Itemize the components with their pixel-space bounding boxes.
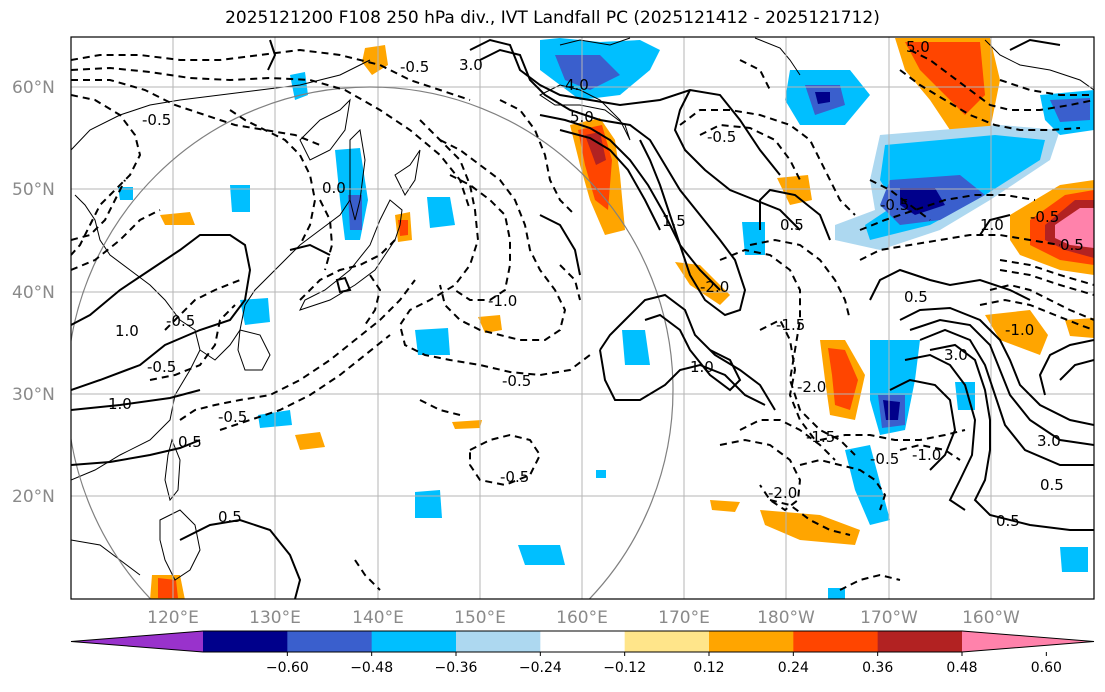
colorbar: −0.60 −0.48 −0.36 −0.24 −0.12 0.12 0.24 0.36 0.4… (70, 630, 1095, 676)
positive-contour-layer (71, 38, 1094, 599)
contour-label: 0.5 (218, 508, 242, 526)
lon-label: 180°W (757, 608, 815, 628)
graticule (71, 37, 1094, 599)
contour-label: 1.5 (662, 212, 686, 230)
lon-label: 140°E (352, 608, 404, 628)
lon-label: 150°E (454, 608, 506, 628)
lat-label: 20°N (12, 487, 55, 507)
contour-label: 0.5 (996, 512, 1020, 530)
lon-label: 170°W (860, 608, 918, 628)
lon-label: 160°E (556, 608, 608, 628)
contour-label: -1.0 (912, 446, 941, 464)
coastline-layer (71, 37, 1094, 581)
contour-label: -0.5 (500, 468, 529, 486)
contour-label: 1.0 (115, 322, 139, 340)
latitude-labels: 60°N 50°N 40°N 30°N 20°N (12, 78, 55, 507)
contour-label: 1.0 (690, 358, 714, 376)
contour-label: 0.5 (1040, 476, 1064, 494)
lat-label: 40°N (12, 283, 55, 303)
divergence-fill-layer (118, 38, 1094, 599)
colorbar-tick-label: 0.60 (1031, 660, 1062, 676)
colorbar-tick-label: −0.24 (519, 660, 562, 676)
colorbar-left-extension (71, 631, 203, 652)
colorbar-segment (709, 631, 794, 652)
contour-label: -0.5 (166, 312, 195, 330)
lon-label: 160°W (962, 608, 1020, 628)
colorbar-segment (203, 631, 288, 652)
contour-label: -2.0 (700, 278, 729, 296)
contour-label: -2.0 (797, 378, 826, 396)
colorbar-tick-label: −0.48 (350, 660, 393, 676)
contour-label: 4.0 (565, 76, 589, 94)
map-frame (70, 36, 1095, 600)
contour-label: -0.5 (880, 196, 909, 214)
contour-label: -0.5 (707, 128, 736, 146)
colorbar-segment (456, 631, 541, 652)
contour-label: -0.5 (400, 58, 429, 76)
contour-label: -2.0 (768, 484, 797, 502)
colorbar-tick-label: 0.24 (778, 660, 809, 676)
contour-label: 5.0 (570, 108, 594, 126)
map-title: 2025121200 F108 250 hPa div., IVT Landfa… (225, 8, 880, 28)
colorbar-tick-label: −0.60 (266, 660, 309, 676)
lon-label: 130°E (249, 608, 301, 628)
colorbar-outline (70, 630, 1095, 653)
contour-label: 3.0 (944, 346, 968, 364)
contour-label: 1.0 (980, 216, 1004, 234)
contour-label-layer: 3.0 5.0 4.0 5.0 -0.5 1.5 -0.5 -2.0 -1.5 … (108, 38, 1084, 530)
lon-label: 170°E (658, 608, 710, 628)
lat-label: 60°N (12, 78, 55, 98)
colorbar-tick-label: 0.36 (862, 660, 893, 676)
colorbar-tick-label: 0.12 (693, 660, 724, 676)
landfall-radius-circle (71, 86, 674, 599)
lat-label: 30°N (12, 385, 55, 405)
contour-label: -0.5 (870, 450, 899, 468)
contour-label: 0.5 (1060, 236, 1084, 254)
longitude-labels: 120°E 130°E 140°E 150°E 160°E 170°E 180°… (147, 608, 1020, 628)
contour-label: -0.5 (1030, 208, 1059, 226)
contour-label: 5.0 (906, 38, 930, 56)
contour-label: 3.0 (459, 56, 483, 74)
contour-label: -0.5 (218, 408, 247, 426)
contour-label: 0.5 (178, 433, 202, 451)
colorbar-segment (371, 631, 457, 652)
contour-label: -0.5 (502, 372, 531, 390)
contour-label: 0.0 (322, 179, 346, 197)
contour-label: 3.0 (1037, 432, 1061, 450)
contour-label: -1.5 (776, 316, 805, 334)
colorbar-segment (540, 631, 626, 652)
colorbar-segment (793, 631, 879, 652)
colorbar-tick-label: −0.12 (603, 660, 646, 676)
contour-label: -0.5 (142, 111, 171, 129)
contour-label: -1.5 (806, 428, 835, 446)
colorbar-right-extension (962, 631, 1094, 652)
negative-contour-layer (71, 48, 1094, 591)
contour-label: -0.5 (147, 358, 176, 376)
contour-label: -1.0 (488, 292, 517, 310)
colorbar-tick-label: 0.48 (946, 660, 977, 676)
colorbar-tick-label: −0.36 (435, 660, 478, 676)
contour-label: -1.0 (1005, 321, 1034, 339)
colorbar-segment (877, 631, 963, 652)
lon-label: 120°E (147, 608, 199, 628)
contour-label: 0.5 (780, 216, 804, 234)
contour-label: 1.0 (108, 395, 132, 413)
colorbar-segment (287, 631, 373, 652)
contour-label: 0.5 (904, 288, 928, 306)
colorbar-segment (624, 631, 710, 652)
lat-label: 50°N (12, 180, 55, 200)
